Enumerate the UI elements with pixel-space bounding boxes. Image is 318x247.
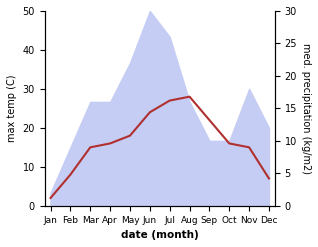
Y-axis label: med. precipitation (kg/m2): med. precipitation (kg/m2)	[301, 43, 311, 174]
X-axis label: date (month): date (month)	[121, 230, 199, 240]
Y-axis label: max temp (C): max temp (C)	[7, 75, 17, 142]
